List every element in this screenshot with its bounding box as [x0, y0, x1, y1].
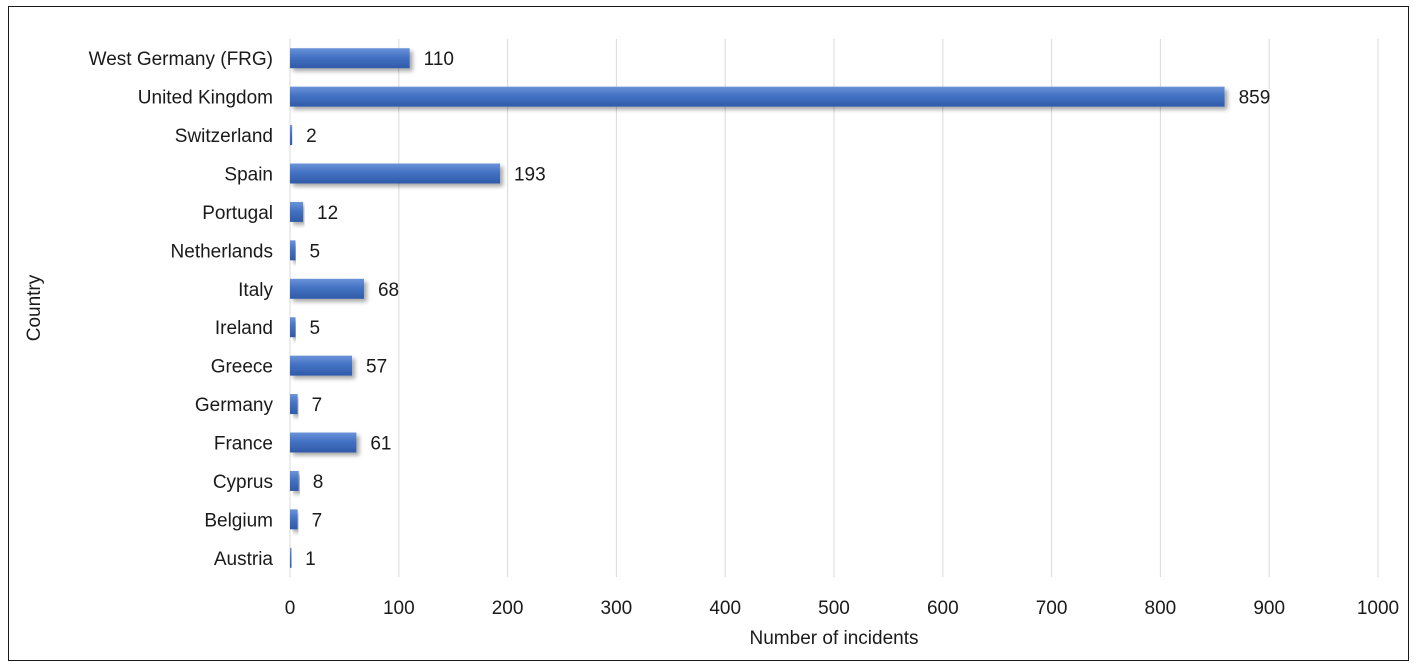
bar [290, 278, 364, 299]
category-labels: West Germany (FRG) United Kingdom Switzerl… [89, 49, 274, 570]
bar [290, 163, 500, 184]
x-tick-label: 700 [1036, 598, 1068, 619]
category-label: France [214, 434, 273, 455]
x-tick-label: 400 [709, 598, 741, 619]
y-axis-title: Country [24, 274, 45, 341]
bar [290, 355, 353, 376]
data-label: 5 [309, 241, 320, 262]
bar [290, 547, 292, 568]
data-label: 5 [309, 318, 320, 339]
category-label: West Germany (FRG) [89, 49, 273, 70]
data-label: 8 [313, 472, 324, 493]
bar [290, 125, 293, 146]
category-label: Ireland [215, 318, 273, 339]
category-label: Netherlands [171, 241, 273, 262]
data-labels: 110 859 2 193 12 5 68 5 57 7 61 8 7 1 [305, 49, 1270, 570]
data-label: 1 [305, 549, 316, 570]
data-label: 193 [514, 165, 546, 186]
category-label: Belgium [204, 510, 273, 531]
bar-chart: 110 859 2 193 12 5 68 5 57 7 61 8 7 1 West Germany (F… [24, 39, 1399, 649]
data-label: 68 [378, 280, 399, 301]
data-label: 859 [1239, 88, 1271, 109]
category-label: Germany [195, 395, 274, 416]
bar [290, 240, 296, 261]
data-label: 12 [317, 203, 338, 224]
category-label: Cyprus [213, 472, 273, 493]
bar [290, 201, 304, 222]
category-label: Switzerland [175, 126, 273, 147]
x-tick-label: 1000 [1357, 598, 1399, 619]
bar [290, 317, 296, 338]
x-tick-label: 0 [285, 598, 296, 619]
data-label: 57 [366, 357, 387, 378]
x-tick-label: 900 [1253, 598, 1285, 619]
data-label: 2 [306, 126, 317, 147]
bar [290, 86, 1225, 107]
bar [290, 432, 357, 453]
bar [290, 509, 298, 530]
x-tick-label: 200 [492, 598, 524, 619]
bars [290, 48, 1225, 568]
category-label: Portugal [202, 203, 273, 224]
x-tick-label: 800 [1145, 598, 1177, 619]
bar [290, 48, 410, 69]
category-label: Italy [238, 280, 273, 301]
category-label: Greece [211, 357, 273, 378]
data-label: 7 [312, 510, 323, 531]
category-label: Spain [224, 165, 273, 186]
bar [290, 470, 299, 491]
x-tick-label: 100 [383, 598, 415, 619]
x-tick-label: 300 [601, 598, 633, 619]
data-label: 7 [312, 395, 323, 416]
chart-frame: 110 859 2 193 12 5 68 5 57 7 61 8 7 1 West Germany (F… [8, 6, 1409, 661]
gridlines [289, 39, 1379, 577]
x-tick-labels: 0 100 200 300 400 500 600 700 800 900 1000 [285, 598, 1399, 619]
x-tick-label: 600 [927, 598, 959, 619]
category-label: Austria [214, 549, 274, 570]
bar [290, 394, 298, 415]
x-axis-title: Number of incidents [750, 628, 919, 649]
category-label: United Kingdom [138, 88, 273, 109]
x-tick-label: 500 [818, 598, 850, 619]
data-label: 61 [370, 434, 391, 455]
data-label: 110 [424, 49, 454, 70]
